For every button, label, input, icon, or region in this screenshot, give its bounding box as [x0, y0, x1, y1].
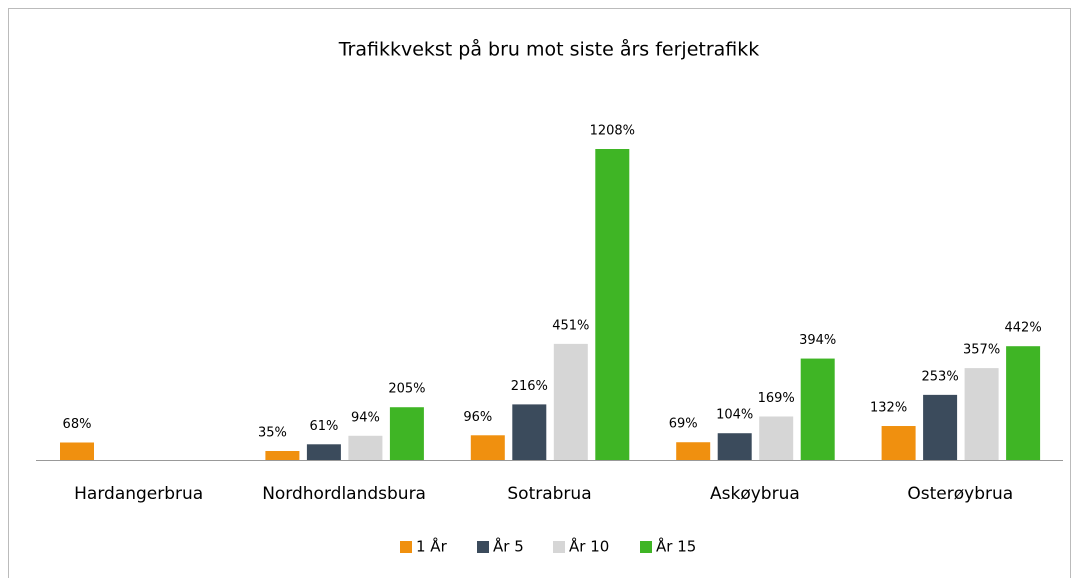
legend-label: År 10: [569, 537, 609, 556]
x-tick-label: Sotrabrua: [507, 484, 591, 504]
data-label: 394%: [799, 333, 836, 348]
data-label: 94%: [351, 410, 380, 425]
chart-border: [8, 8, 1071, 582]
x-tick-label: Askøybrua: [710, 484, 800, 504]
data-label: 205%: [388, 382, 425, 397]
bar: [717, 433, 752, 460]
data-label: 1208%: [590, 124, 635, 139]
legend-label: År 15: [656, 537, 696, 556]
legend-swatch: [477, 541, 489, 553]
bar: [470, 435, 505, 460]
data-label: 61%: [309, 419, 338, 434]
legend-swatch: [553, 541, 565, 553]
legend-label: År 5: [493, 537, 524, 556]
data-label: 68%: [63, 417, 92, 432]
data-label: 216%: [511, 379, 548, 394]
data-label: 104%: [716, 408, 753, 423]
data-label: 69%: [669, 417, 698, 432]
x-tick-label: Hardangerbrua: [74, 484, 203, 504]
bar: [881, 426, 916, 460]
data-label: 35%: [258, 425, 287, 440]
bar: [800, 358, 835, 460]
bar: [512, 404, 547, 460]
bar: [553, 343, 588, 460]
x-tick-label: Osterøybrua: [907, 484, 1013, 504]
bar: [676, 442, 711, 460]
bar: [60, 442, 94, 460]
legend-label: 1 År: [416, 537, 448, 556]
data-label: 442%: [1005, 321, 1042, 336]
bar: [923, 394, 958, 460]
data-label: 357%: [963, 343, 1000, 358]
data-label: 451%: [552, 318, 589, 333]
data-label: 96%: [463, 410, 492, 425]
bar: [306, 444, 341, 460]
bar: [595, 149, 630, 460]
bar: [1006, 346, 1041, 460]
data-label: 253%: [922, 369, 959, 384]
bar: [348, 435, 383, 460]
bar: [265, 450, 300, 460]
legend-swatch: [640, 541, 652, 553]
data-label: 169%: [758, 391, 795, 406]
data-label: 132%: [870, 401, 907, 416]
bar: [389, 407, 424, 460]
chart-title: Trafikkvekst på bru mot siste års ferjet…: [338, 38, 760, 61]
legend-swatch: [400, 541, 412, 553]
bar: [759, 416, 794, 460]
x-tick-label: Nordhordlandsbura: [262, 484, 426, 504]
bar: [964, 368, 999, 460]
